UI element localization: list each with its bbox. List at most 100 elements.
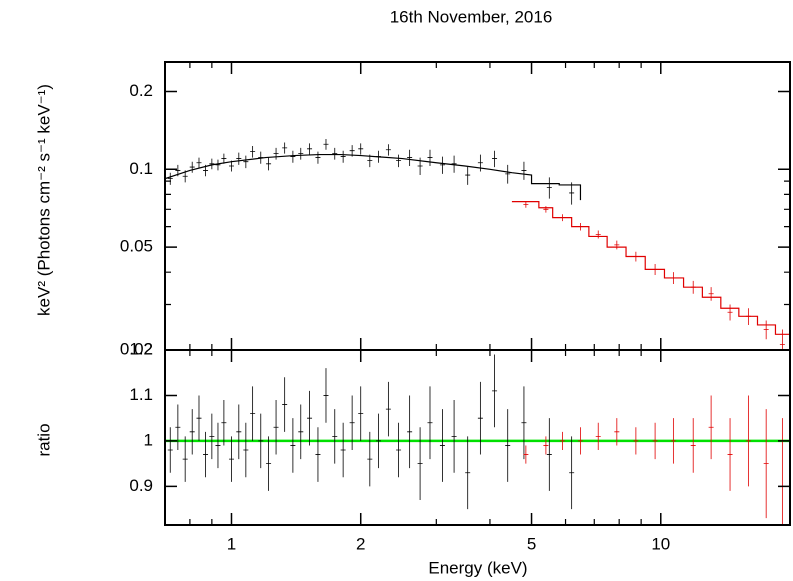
y-tick-label: 1	[144, 430, 153, 449]
error-bar	[559, 431, 565, 450]
error-bar	[633, 427, 639, 455]
error-bar	[727, 418, 733, 491]
error-bar	[250, 146, 256, 158]
error-bar	[385, 381, 391, 437]
error-bar	[209, 158, 215, 170]
error-bar	[451, 155, 457, 173]
error-bar	[396, 422, 402, 478]
error-bar	[349, 395, 355, 450]
error-bar	[250, 386, 256, 441]
error-bar	[505, 164, 511, 184]
error-bar	[282, 377, 288, 432]
y-tick-label: 0.9	[129, 476, 153, 495]
error-bar	[546, 418, 552, 491]
error-bar	[521, 161, 527, 180]
error-bar	[451, 400, 457, 473]
error-bar	[595, 230, 601, 239]
error-bar	[375, 150, 381, 163]
error-bar	[323, 138, 329, 150]
error-bar	[521, 386, 527, 460]
error-bar	[258, 151, 264, 164]
error-bar	[543, 436, 549, 455]
error-bar	[182, 436, 188, 482]
error-bar	[492, 354, 498, 428]
y-tick-label: 0.1	[129, 159, 153, 178]
error-bar	[315, 427, 321, 482]
error-bar	[633, 251, 639, 262]
error-bar	[670, 418, 676, 464]
error-bar	[763, 320, 769, 340]
error-bar	[546, 177, 552, 199]
model-line	[165, 153, 582, 201]
error-bar	[375, 413, 381, 469]
error-bar	[323, 368, 329, 423]
error-bar	[505, 409, 511, 482]
error-bar	[652, 264, 658, 276]
error-bar	[763, 409, 769, 519]
error-bar	[358, 143, 364, 155]
x-tick-label: 1	[227, 534, 236, 553]
error-bar	[439, 409, 445, 482]
error-bar	[273, 400, 279, 455]
error-bar	[340, 422, 346, 478]
error-bar	[652, 422, 658, 460]
y-tick-label: 0.05	[120, 237, 153, 256]
error-bar	[236, 152, 242, 165]
error-bar	[298, 404, 304, 460]
error-bar	[282, 142, 288, 154]
error-bar	[427, 386, 433, 460]
error-bar	[221, 400, 227, 446]
y-tick-label: 0.2	[129, 81, 153, 100]
error-bar	[407, 149, 413, 166]
error-bar	[340, 150, 346, 163]
error-bar	[396, 154, 402, 168]
error-bar	[243, 422, 249, 478]
error-bar	[614, 240, 620, 250]
error-bar	[559, 214, 565, 222]
error-bar	[708, 395, 714, 460]
error-bar	[577, 427, 583, 455]
error-bar	[577, 222, 583, 231]
y-axis-label: ratio	[34, 423, 53, 456]
error-bar	[417, 157, 423, 176]
error-bar	[385, 144, 391, 156]
error-bar	[332, 147, 338, 160]
y-tick-label: 1.1	[129, 385, 153, 404]
error-bar	[175, 404, 181, 450]
error-bar	[215, 422, 221, 469]
error-bar	[492, 150, 498, 168]
error-bar	[427, 149, 433, 166]
error-bar	[407, 395, 413, 469]
error-bar	[209, 413, 215, 460]
plot-frame	[164, 61, 791, 351]
error-bar	[167, 172, 173, 185]
error-bar	[614, 418, 620, 446]
error-bar	[477, 154, 483, 172]
error-bar	[266, 157, 272, 171]
error-bar	[523, 445, 529, 464]
error-bar	[367, 431, 373, 487]
error-bar	[228, 436, 234, 482]
error-bar	[298, 147, 304, 160]
x-axis-label: Energy (keV)	[428, 558, 527, 577]
error-bar	[708, 287, 714, 301]
error-bar	[258, 413, 264, 469]
error-bar	[307, 143, 313, 155]
x-tick-label: 2	[356, 534, 365, 553]
error-bar	[307, 390, 313, 446]
error-bar	[273, 147, 279, 160]
error-bar	[465, 436, 471, 510]
chart-title: 16th November, 2016	[390, 7, 553, 26]
error-bar	[196, 157, 202, 169]
error-bar	[349, 145, 355, 157]
plot-area	[165, 138, 790, 350]
error-bar	[745, 395, 751, 487]
error-bar	[670, 272, 676, 285]
error-bar	[439, 156, 445, 174]
error-bar	[417, 427, 423, 500]
x-tick-label: 5	[527, 534, 536, 553]
error-bar	[465, 165, 471, 185]
error-bar	[290, 150, 296, 163]
error-bar	[569, 182, 575, 205]
